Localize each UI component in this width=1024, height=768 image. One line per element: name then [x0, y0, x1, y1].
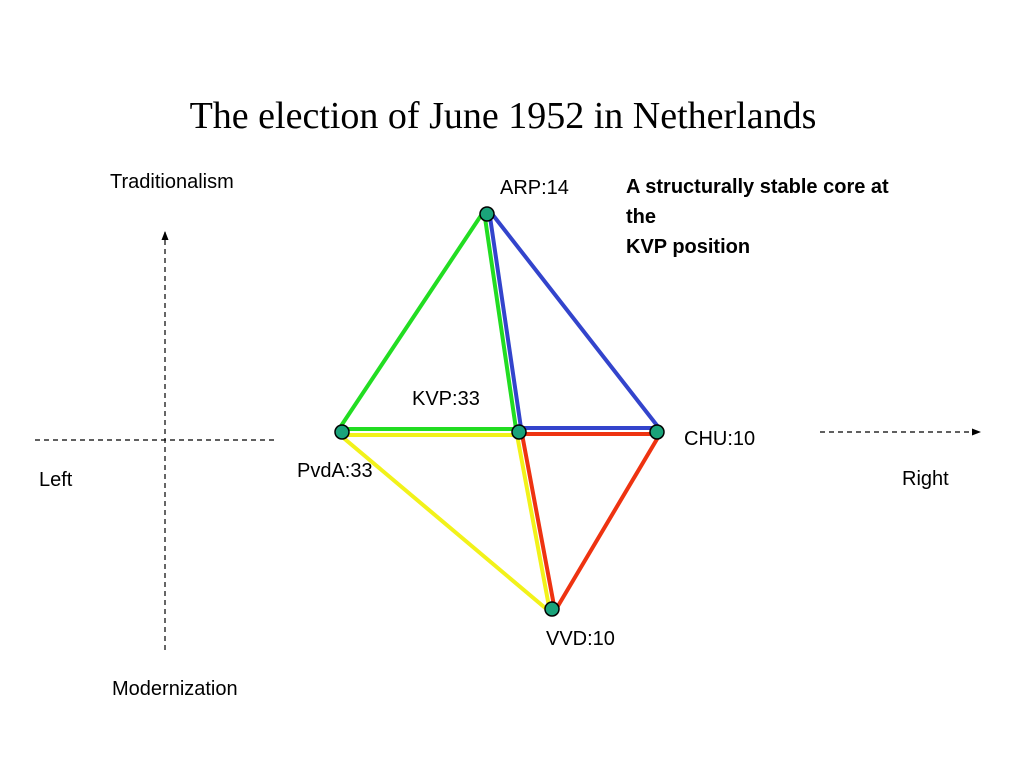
party-node-vvd [544, 601, 560, 617]
axis-label-right: Right [902, 468, 949, 490]
party-node-pvda [334, 424, 350, 440]
coalition-edges [337, 208, 662, 614]
party-node-kvp [511, 424, 527, 440]
core-note-line: A structurally stable core at [626, 176, 889, 198]
coalition-red-triangle [520, 432, 662, 613]
axis-label-left: Left [39, 469, 73, 491]
party-node-arp [479, 206, 495, 222]
party-label-chu: CHU:10 [684, 428, 756, 450]
party-label-kvp: KVP:33 [412, 388, 480, 410]
axis-label-modernization: Modernization [112, 678, 238, 700]
coalition-green-triangle [337, 209, 518, 431]
core-note-line: the [626, 206, 656, 228]
coalition-yellow-triangle [338, 433, 552, 614]
party-label-pvda: PvdA:33 [297, 460, 373, 482]
slide-title: The election of June 1952 in Netherlands [189, 95, 817, 137]
core-note-line: KVP position [626, 236, 751, 258]
party-label-arp: ARP:14 [500, 177, 569, 199]
core-note: A structurally stable core at the KVP po… [626, 172, 976, 262]
party-nodes [334, 206, 665, 617]
party-label-vvd: VVD:10 [546, 628, 615, 650]
coalition-blue-triangle [487, 208, 661, 430]
axis-label-traditionalism: Traditionalism [110, 171, 234, 193]
party-node-chu [649, 424, 665, 440]
